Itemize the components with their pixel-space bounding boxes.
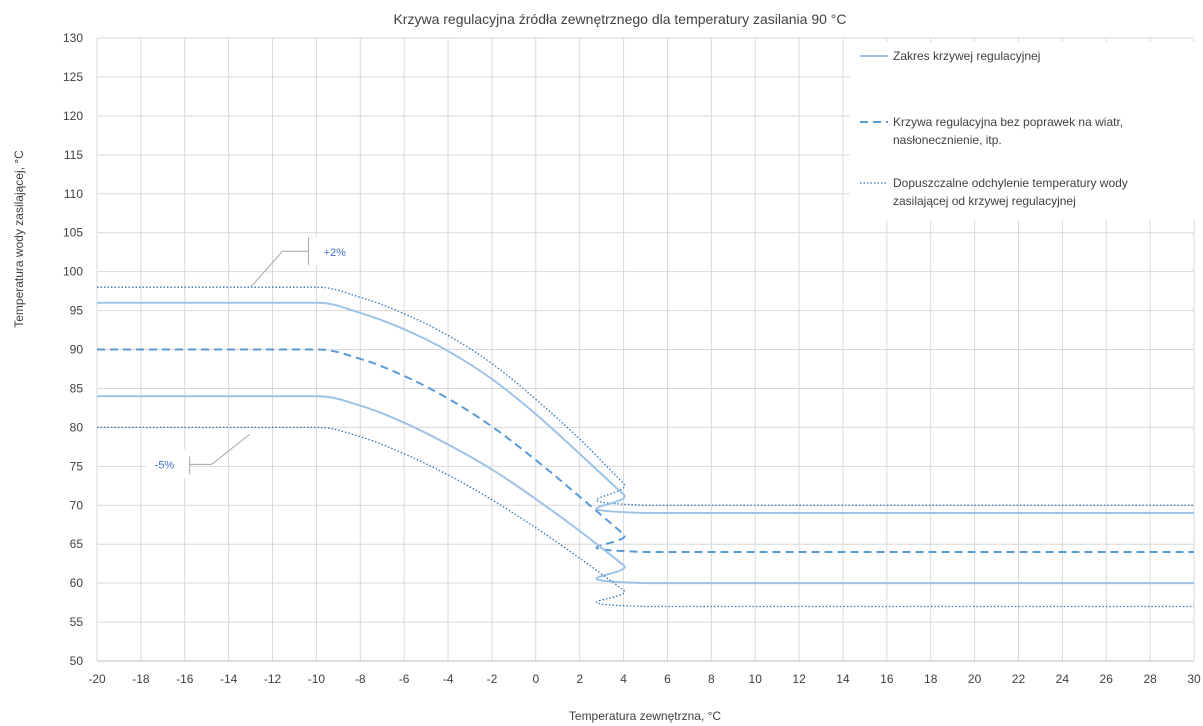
series-line-solid-1 (97, 301, 1194, 515)
legend-label: zasilającej od krzywej regulacyjnej (893, 194, 1076, 208)
y-tick-label: 50 (70, 654, 84, 668)
x-tick-label: 0 (532, 672, 539, 686)
legend-background (850, 42, 1195, 220)
minus-annotation-leader (189, 433, 250, 465)
x-tick-label: 8 (708, 672, 715, 686)
x-tick-label: -10 (308, 672, 326, 686)
x-tick-label: 24 (1056, 672, 1070, 686)
series-line-dotted-4 (97, 426, 1194, 608)
series-line-dashed-2 (97, 348, 1194, 553)
tick-labels: -20 -18 -16 -14 -12 -10 -8 -6 -4 -2 0 2 4 6 8 10 12 14 16 1… (63, 31, 1201, 686)
series-line-dotted-0 (97, 286, 1194, 506)
x-tick-label: 30 (1187, 672, 1201, 686)
x-tick-label: 12 (792, 672, 806, 686)
x-tick-label: 6 (664, 672, 671, 686)
x-tick-label: 10 (749, 672, 763, 686)
x-tick-label: 16 (880, 672, 894, 686)
x-tick-label: -6 (399, 672, 410, 686)
x-tick-label: -2 (487, 672, 498, 686)
chart-title: Krzywa regulacyjna źródła zewnętrznego d… (393, 11, 846, 27)
x-tick-label: 2 (576, 672, 583, 686)
y-axis-title: Temperatura wody zasilającej, °C (12, 150, 26, 328)
y-tick-label: 105 (63, 226, 83, 240)
x-tick-label: -14 (220, 672, 238, 686)
y-tick-label: 55 (70, 615, 84, 629)
x-tick-label: -16 (176, 672, 194, 686)
y-tick-label: 80 (70, 420, 84, 434)
x-tick-label: -8 (355, 672, 366, 686)
x-tick-label: 4 (620, 672, 627, 686)
minus-annotation-text: -5% (155, 459, 175, 471)
minus-annotation-box (145, 450, 190, 479)
legend: Zakres krzywej regulacyjnej Krzywa regula… (850, 42, 1195, 220)
series-group (97, 286, 1194, 608)
x-tick-label: 18 (924, 672, 938, 686)
annotations: +2% -5% (145, 237, 353, 479)
x-tick-label: -12 (264, 672, 282, 686)
y-tick-label: 110 (64, 187, 83, 201)
x-tick-label: 14 (836, 672, 850, 686)
y-tick-label: 95 (70, 304, 84, 318)
legend-label: nasłonecznienie, itp. (893, 133, 1002, 147)
y-tick-label: 60 (70, 576, 84, 590)
x-tick-label: 28 (1143, 672, 1157, 686)
plus-annotation-text: +2% (324, 247, 347, 259)
y-tick-label: 100 (63, 265, 83, 279)
y-tick-label: 130 (63, 31, 83, 45)
legend-label: Dopuszczalne odchylenie temperatury wody (893, 176, 1128, 190)
y-tick-label: 85 (70, 381, 84, 395)
x-tick-label: -18 (132, 672, 150, 686)
x-tick-label: 20 (968, 672, 982, 686)
y-tick-label: 120 (63, 109, 83, 123)
legend-label: Zakres krzywej regulacyjnej (893, 49, 1040, 63)
plus-annotation-box (308, 237, 353, 266)
legend-label: Krzywa regulacyjna bez poprawek na wiatr… (893, 115, 1123, 129)
x-tick-label: 22 (1012, 672, 1026, 686)
y-tick-label: 65 (70, 537, 84, 551)
y-tick-label: 70 (70, 498, 84, 512)
x-tick-label: -4 (443, 672, 454, 686)
y-tick-label: 90 (70, 343, 84, 357)
plus-annotation-leader (250, 250, 309, 288)
x-tick-label: 26 (1100, 672, 1114, 686)
x-tick-label: -20 (88, 672, 106, 686)
x-axis-title: Temperatura zewnętrzna, °C (569, 709, 722, 723)
series-line-solid-3 (97, 395, 1194, 585)
y-tick-label: 75 (70, 459, 84, 473)
y-tick-label: 125 (63, 70, 83, 84)
y-tick-label: 115 (64, 148, 83, 162)
